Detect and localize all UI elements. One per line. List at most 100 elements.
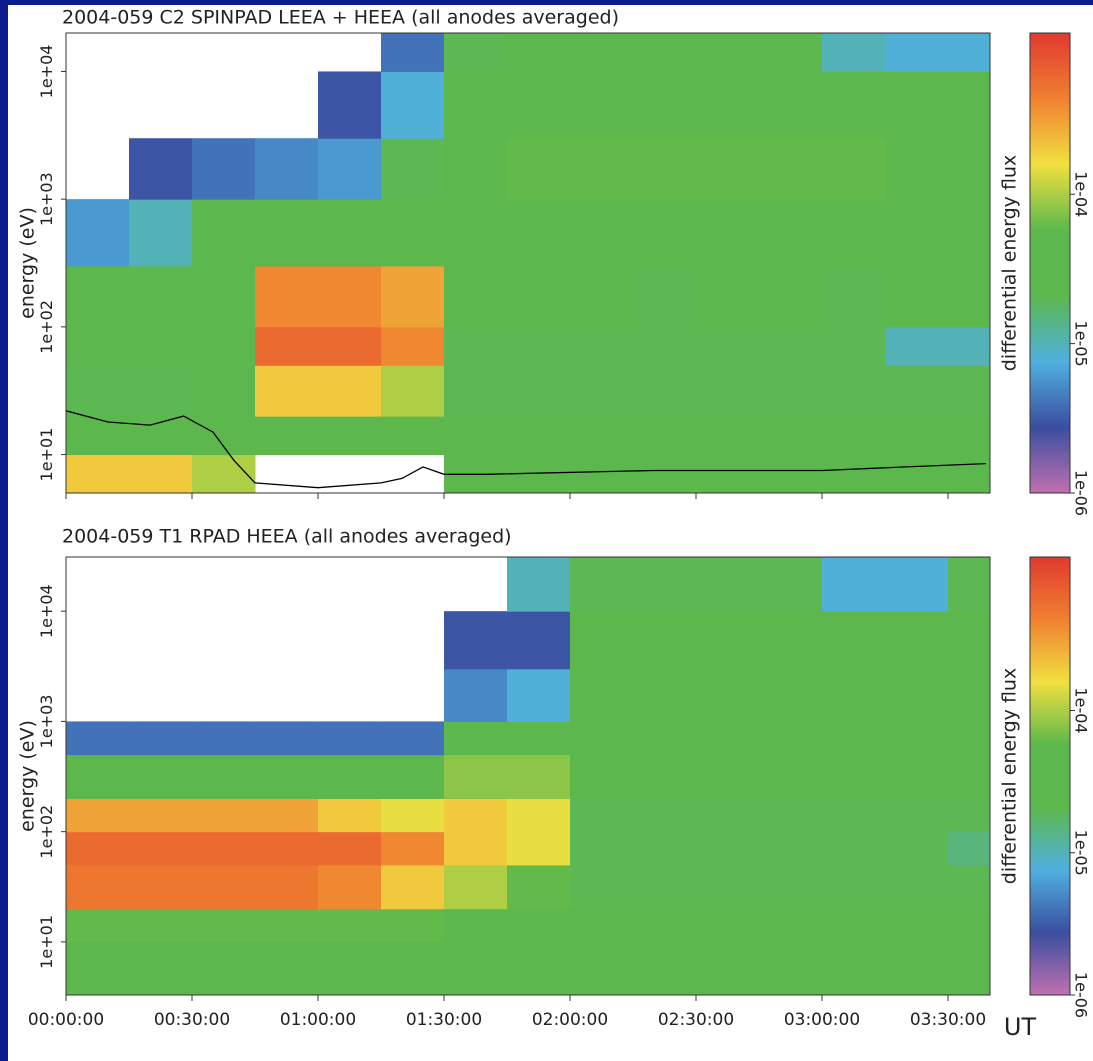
heatmap-cell <box>948 265 990 328</box>
heatmap-cell <box>822 416 886 456</box>
heatmap-cell <box>444 611 508 670</box>
heatmap-cell <box>822 71 886 139</box>
heatmap-cell <box>381 199 445 267</box>
heatmap-cell <box>129 798 193 833</box>
heatmap-cell <box>381 798 445 833</box>
heatmap-cell <box>255 199 319 267</box>
heatmap-cell <box>633 611 697 670</box>
heatmap-cell <box>759 454 823 493</box>
heatmap-cell <box>381 326 445 366</box>
heatmap-cell <box>192 864 256 910</box>
heatmap-cell <box>192 454 256 493</box>
heatmap-cell <box>66 199 130 267</box>
heatmap-cell <box>948 668 990 722</box>
heatmap-cell <box>885 33 949 72</box>
heatmap-cell <box>318 754 382 799</box>
heatmap-cell <box>192 326 256 366</box>
heatmap-cell <box>381 365 445 417</box>
heatmap-cell <box>885 71 949 139</box>
heatmap-cell <box>948 138 990 200</box>
x-tick-label: 03:30:00 <box>910 1010 986 1030</box>
heatmap-cell <box>570 908 634 943</box>
heatmap-cell <box>759 941 823 995</box>
heatmap-cell <box>948 754 990 799</box>
y-tick-label: 1e+02 <box>37 300 56 354</box>
heatmap-cell <box>759 557 823 612</box>
heatmap-cell <box>759 138 823 200</box>
x-tick-label: 03:00:00 <box>784 1010 860 1030</box>
heatmap-cell <box>129 365 193 417</box>
heatmap-cell <box>507 908 571 943</box>
heatmap-cell <box>444 754 508 799</box>
heatmap-cell <box>381 721 445 756</box>
heatmap-cell <box>255 365 319 417</box>
heatmap-cell <box>696 754 760 799</box>
heatmap-cell <box>444 71 508 139</box>
heatmap-cell <box>66 365 130 417</box>
heatmap-cell <box>570 798 634 833</box>
heatmap-cell <box>129 138 193 200</box>
colorbar-label: differential energy flux <box>999 668 1021 884</box>
heatmap-cell <box>570 199 634 267</box>
heatmap-cell <box>696 721 760 756</box>
heatmap-cell <box>381 908 445 943</box>
heatmap-cell <box>696 668 760 722</box>
heatmap-cell <box>192 941 256 995</box>
heatmap-cell <box>759 831 823 866</box>
x-tick-label: 00:00:00 <box>28 1010 104 1030</box>
heatmap-cell <box>192 798 256 833</box>
heatmap-cell <box>507 199 571 267</box>
colorbar-tick-label: 1e-04 <box>1072 687 1091 733</box>
heatmap-cell <box>885 941 949 995</box>
x-tick-label: 01:30:00 <box>406 1010 482 1030</box>
heatmap-cell <box>885 908 949 943</box>
y-tick-label: 1e+02 <box>37 805 56 859</box>
heatmap-cell <box>255 754 319 799</box>
heatmap-cell <box>444 199 508 267</box>
heatmap-cell <box>570 668 634 722</box>
colorbar-tick-label: 1e-04 <box>1072 171 1091 217</box>
heatmap-cell <box>948 71 990 139</box>
heatmap-cell <box>885 668 949 722</box>
heatmap-cell <box>444 416 508 456</box>
heatmap-cell <box>885 831 949 866</box>
heatmap-cell <box>318 326 382 366</box>
y-tick-label: 1e+01 <box>37 915 56 969</box>
heatmap-cell <box>129 454 193 493</box>
heatmap-cell <box>570 138 634 200</box>
heatmap-cell <box>507 611 571 670</box>
heatmap-cell <box>444 365 508 417</box>
heatmap-cell <box>948 908 990 943</box>
heatmap-cell <box>192 754 256 799</box>
heatmap-cell <box>255 416 319 456</box>
heatmap-cell <box>948 365 990 417</box>
heatmap-cell <box>381 71 445 139</box>
heatmap-cell <box>822 138 886 200</box>
heatmap-cell <box>633 33 697 72</box>
heatmap-cell <box>633 416 697 456</box>
heatmap-cell <box>885 416 949 456</box>
heatmap-cell <box>633 754 697 799</box>
heatmap-cell <box>381 265 445 328</box>
heatmap <box>66 33 990 493</box>
heatmap-cell <box>759 365 823 417</box>
heatmap-cell <box>633 668 697 722</box>
heatmap-cell <box>507 798 571 833</box>
heatmap-cell <box>570 33 634 72</box>
heatmap-cell <box>822 754 886 799</box>
y-tick-label: 1e+03 <box>37 172 56 226</box>
plot-frame <box>65 556 991 996</box>
heatmap-cell <box>696 941 760 995</box>
heatmap-cell <box>129 754 193 799</box>
heatmap-cell <box>633 454 697 493</box>
heatmap-cell <box>570 611 634 670</box>
y-tick-label: 1e+04 <box>37 584 56 638</box>
heatmap-cell <box>507 71 571 139</box>
heatmap-cell <box>696 611 760 670</box>
heatmap-cell <box>129 864 193 910</box>
heatmap-cell <box>192 908 256 943</box>
heatmap-cell <box>255 864 319 910</box>
heatmap-cell <box>381 864 445 910</box>
x-tick-label: 02:30:00 <box>658 1010 734 1030</box>
